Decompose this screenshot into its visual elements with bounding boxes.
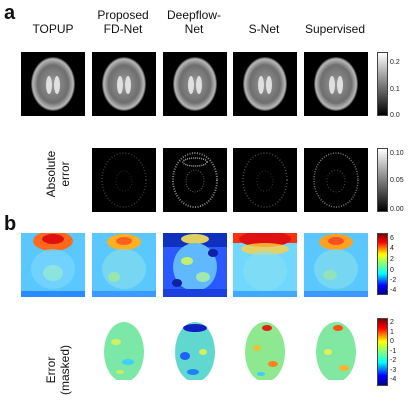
- row-label-error-masked-text: Error (masked): [44, 345, 72, 396]
- column-title-snet: S-Net: [248, 22, 280, 36]
- tick-error-5: -3: [390, 367, 397, 374]
- masked-error-map-supervised: [304, 316, 368, 380]
- colorbar-intensity: [377, 52, 388, 116]
- abs-error-image-fdnet: [92, 148, 156, 212]
- masked-error-map-fdnet: [92, 316, 156, 380]
- tick-error-1: 1: [390, 329, 394, 336]
- brain-image-fdnet: [92, 52, 156, 116]
- row-label-abs-error-text: Absolute error: [44, 150, 72, 198]
- column-title-fdnet: Proposed FD-Net: [88, 8, 158, 36]
- field-map-snet: [233, 233, 297, 297]
- abs-error-image-snet: [233, 148, 297, 212]
- brain-image-supervised: [304, 52, 368, 116]
- column-title-supervised: Supervised: [304, 22, 366, 36]
- brain-image-topup: [21, 52, 85, 116]
- column-title-topup: TOPUP: [32, 22, 74, 36]
- brain-image-snet: [233, 52, 297, 116]
- tick-intensity-0: 0.2: [390, 59, 400, 66]
- colorbar-field: [377, 233, 388, 295]
- row-label-error-masked: Error (masked): [44, 335, 72, 405]
- tick-field-5: -4: [390, 287, 397, 294]
- tick-intensity-2: 0.0: [390, 112, 400, 119]
- colorbar-abs-error: [377, 148, 388, 212]
- tick-intensity-1: 0.1: [390, 86, 400, 93]
- tick-field-1: 4: [390, 245, 394, 252]
- row-label-abs-error: Absolute error: [44, 139, 72, 209]
- field-map-topup: [21, 233, 85, 297]
- tick-field-2: 2: [390, 256, 394, 263]
- field-map-fdnet: [92, 233, 156, 297]
- column-title-deepflow-text: Deepflow- Net: [166, 8, 222, 36]
- panel-letter-a: a: [4, 2, 16, 24]
- abs-error-image-deepflow: [163, 148, 227, 212]
- tick-error-0: 2: [390, 319, 394, 326]
- tick-error-4: -2: [390, 357, 397, 364]
- abs-error-image-supervised: [304, 148, 368, 212]
- tick-field-0: 6: [390, 235, 394, 242]
- brain-image-deepflow: [163, 52, 227, 116]
- tick-error-3: -1: [390, 348, 397, 355]
- tick-field-3: 0: [390, 267, 394, 274]
- masked-error-map-deepflow: [163, 316, 227, 380]
- tick-error-6: -4: [390, 376, 397, 383]
- masked-error-map-snet: [233, 316, 297, 380]
- column-title-fdnet-text: Proposed FD-Net: [97, 8, 149, 36]
- panel-letter-b: b: [4, 213, 17, 235]
- field-map-deepflow: [163, 233, 227, 297]
- tick-field-4: -2: [390, 277, 397, 284]
- tick-abs-error-1: 0.05: [390, 177, 404, 184]
- column-title-deepflow: Deepflow- Net: [159, 8, 229, 36]
- tick-error-2: 0: [390, 338, 394, 345]
- tick-abs-error-2: 0.00: [390, 206, 404, 213]
- field-map-supervised: [304, 233, 368, 297]
- colorbar-error: [377, 318, 388, 386]
- tick-abs-error-0: 0.10: [390, 150, 404, 157]
